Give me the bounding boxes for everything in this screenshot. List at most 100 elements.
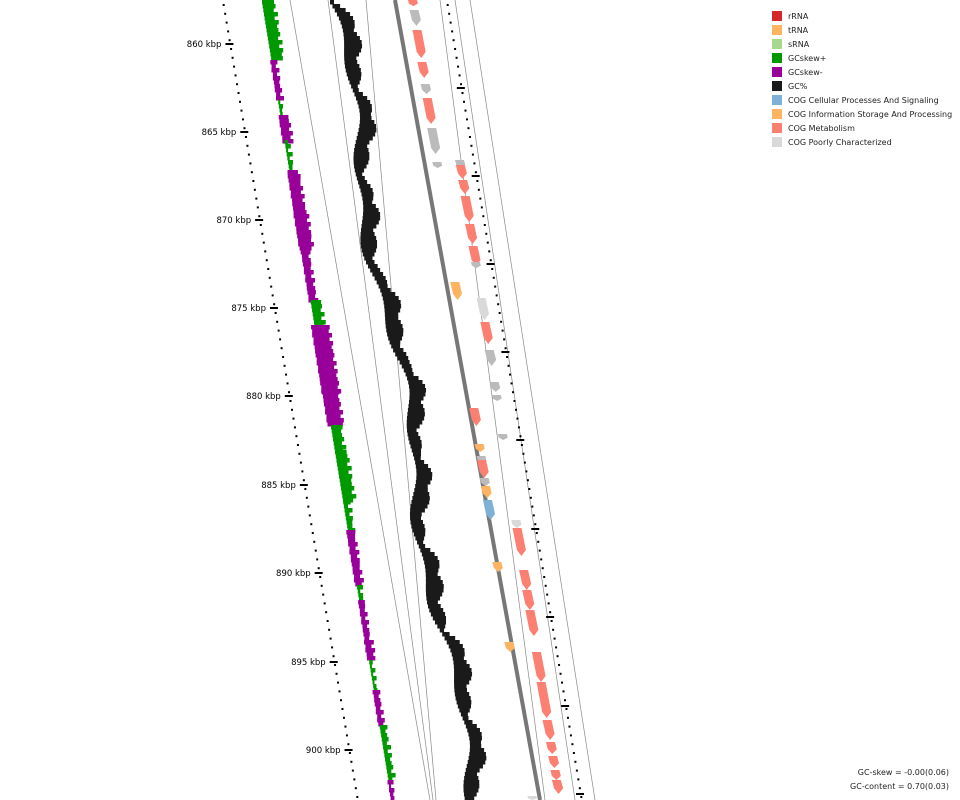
kbp-tick-label: 885 kbp [261,481,296,491]
gene-arrow [477,460,489,478]
minor-tick [267,268,270,270]
gc-skew-minus-bar [372,690,381,695]
minor-tick [319,576,322,578]
gc-skew-plus-bar [331,425,343,430]
minor-tick [342,716,345,719]
minor-tick [474,171,477,174]
gene-arrow [408,0,418,6]
minor-tick [477,188,480,191]
minor-tick [498,312,501,314]
gc-content-bar [340,20,355,25]
gc-skew-minus-bar [318,365,335,370]
gc-skew-minus-bar [387,780,394,785]
minor-tick [503,338,506,341]
gc-content-bar [434,620,447,625]
gc-skew-plus-bar [380,729,386,734]
gc-content-bar [469,744,482,749]
kbp-tick-label: 870 kbp [216,216,251,226]
gc-skew-minus-bar [278,115,289,120]
gc-skew-minus-bar [313,341,334,346]
gc-content-bar [454,688,468,693]
gene-arrow [465,224,478,244]
minor-tick [316,558,319,561]
gc-content-bar [355,172,363,177]
gc-skew-minus-bar [346,530,356,535]
gene-arrow [455,165,467,179]
gene-arrow [460,196,474,222]
gc-skew-minus-bar [323,398,340,403]
gene-arrow [550,770,561,780]
legend-item-trna: tRNA [772,23,952,37]
gc-skew-plus-bar [357,589,361,594]
minor-tick [467,127,470,130]
gc-content-bar [401,364,412,369]
gc-skew-plus-bar [270,52,282,57]
minor-tick [559,672,562,675]
gene-arrow [458,180,470,194]
minor-tick [509,373,512,376]
gc-skew-plus-bar [271,56,283,61]
minor-tick [494,285,497,288]
cog-cellular-swatch [772,95,782,105]
rrna-swatch [772,11,782,21]
gc-content-bar [391,344,401,349]
gc-content-bar [403,368,413,373]
gc-skew-minus-bar [287,174,301,179]
gc-skew-minus-bar [270,60,278,65]
gc-skew-minus-bar [365,644,372,649]
minor-tick [234,74,237,77]
gc-content-track [330,0,487,800]
gc-skew-plus-bar [278,100,281,105]
minor-tick [310,523,313,526]
gc-skew-plus-bar [269,44,280,49]
minor-tick [345,734,348,737]
gc-content-bar [409,396,424,401]
gc-skew-minus-bar [366,652,374,657]
gc-content-bar [406,424,420,429]
gene-arrow [492,562,503,572]
gc-skew-minus-bar [361,616,366,621]
minor-tick [326,620,329,622]
gc-skew-minus-bar [359,612,368,617]
gc-percent-swatch [772,81,782,91]
gc-skew-minus-bar [373,694,379,699]
gc-skew-minus-bar [313,337,330,342]
gc-skew-minus-bar [314,345,332,350]
legend-label: COG Metabolism [788,123,855,133]
minor-tick [322,593,325,596]
gc-content-bar [382,296,399,301]
gc-content-bar [453,664,470,669]
gc-content-bar [415,464,429,469]
gc-skew-minus-bar [320,381,340,386]
minor-tick [239,100,242,103]
gc-content-bar [415,480,431,485]
gc-skew-minus-bar [276,96,284,101]
gc-content-bar [352,88,359,93]
minor-tick [323,602,326,605]
gc-skew-minus-bar [359,608,365,613]
gc-skew-minus-bar [377,718,385,723]
gc-content-bar [425,568,439,573]
gc-content-bar [416,468,431,473]
gc-content-bar [395,352,407,357]
legend-label: GCskew- [788,67,823,77]
gc-content-bar [356,176,365,181]
gc-skew-minus-bar [349,550,360,555]
trna-swatch [772,25,782,35]
legend-item-gcskew-plus: GCskew+ [772,51,952,65]
gc-content-bar [469,748,485,753]
minor-tick [574,760,577,763]
gene-arrow [542,720,555,740]
gc-skew-minus-bar [274,84,281,89]
gc-skew-minus-bar [292,198,303,203]
gc-content-bar [359,124,377,129]
minor-tick [240,109,243,112]
gc-skew-minus-bar [323,402,341,407]
minor-tick [535,532,538,534]
gc-content-bar [408,404,424,409]
legend-label: GC% [788,81,808,91]
minor-tick [470,144,473,147]
minor-tick [344,725,347,728]
gc-skew-minus-bar [316,357,334,362]
gc-content-bar [425,588,444,593]
